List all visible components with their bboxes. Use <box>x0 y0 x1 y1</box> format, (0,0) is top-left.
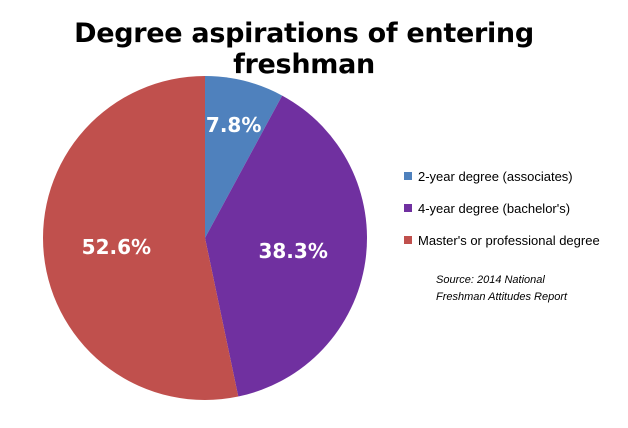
legend-swatch-bachelors <box>404 204 412 212</box>
legend-item-masters: Master's or professional degree <box>404 232 600 248</box>
legend-swatch-masters <box>404 236 412 244</box>
pie-slice-bachelors <box>205 95 368 397</box>
legend-swatch-associates <box>404 172 412 180</box>
pie-slice-associates <box>205 76 283 238</box>
legend: 2-year degree (associates) 4-year degree… <box>404 168 600 264</box>
data-label-bachelors: 38.3% <box>258 239 327 263</box>
source-line-2: Freshman Attitudes Report <box>436 291 568 303</box>
pie-slice-masters <box>43 76 239 400</box>
legend-label-bachelors: 4-year degree (bachelor's) <box>418 200 571 216</box>
data-label-masters: 52.6% <box>82 235 151 259</box>
source-line-1: Source: 2014 National <box>436 274 545 286</box>
legend-item-associates: 2-year degree (associates) <box>404 168 600 184</box>
legend-label-associates: 2-year degree (associates) <box>418 168 573 184</box>
data-label-associates: 7.8% <box>206 113 261 137</box>
source-note: Source: 2014 National Freshman Attitudes… <box>436 272 596 306</box>
chart-title: Degree aspirations of entering freshman <box>74 18 534 80</box>
legend-label-masters: Master's or professional degree <box>418 232 600 248</box>
legend-item-bachelors: 4-year degree (bachelor's) <box>404 200 600 216</box>
